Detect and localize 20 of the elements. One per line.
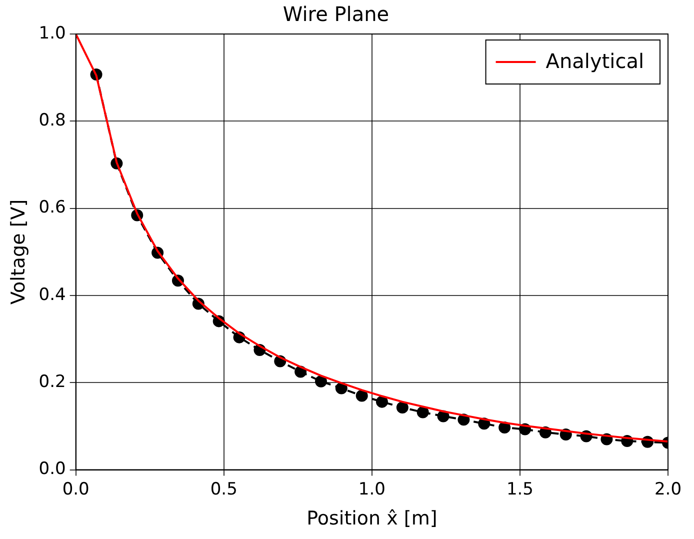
point	[376, 396, 388, 408]
y-tick-label: 0.6	[38, 198, 66, 218]
y-tick-label: 0.2	[38, 372, 66, 392]
x-tick-label: 0.0	[62, 479, 90, 500]
x-tick-label: 0.5	[210, 479, 238, 500]
legend-label: Analytical	[546, 49, 644, 74]
point	[396, 401, 408, 414]
point	[356, 390, 368, 402]
y-tick-label: 1.0	[38, 23, 66, 44]
y-tick-label: 0.8	[38, 110, 66, 131]
x-axis-title: Position x̂ [m]	[306, 508, 438, 530]
y-tick-label: 0.4	[38, 284, 66, 305]
x-tick-label: 2.0	[654, 479, 682, 500]
chart-title: Wire Plane	[282, 2, 390, 26]
point	[314, 375, 327, 388]
y-tick-label: 0.0	[38, 459, 66, 480]
y-axis-title: Voltage [V]	[7, 199, 30, 304]
x-tick-label: 1.0	[358, 479, 386, 500]
x-tick-label: 1.5	[506, 479, 534, 500]
point	[416, 406, 429, 418]
